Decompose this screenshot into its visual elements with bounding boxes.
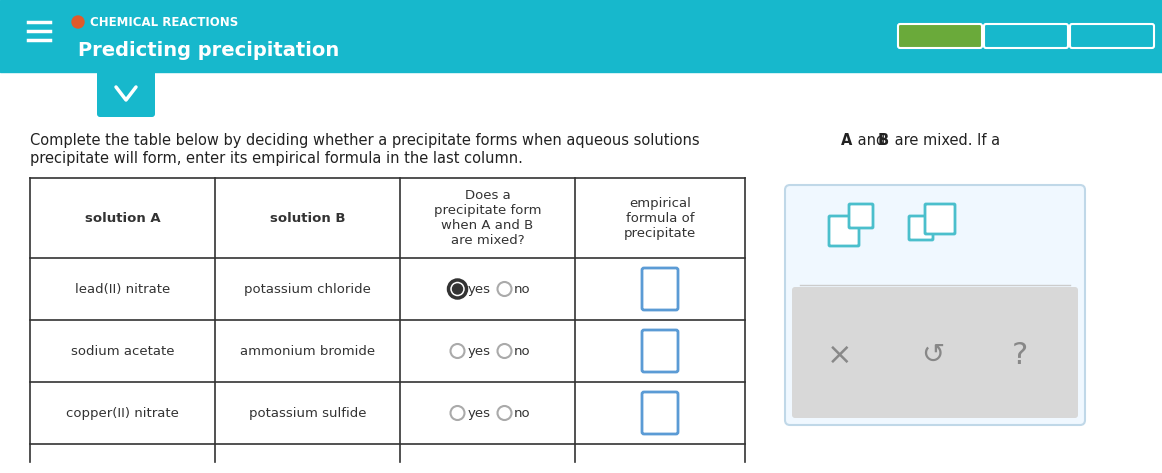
FancyBboxPatch shape [849,204,873,228]
Text: Predicting precipitation: Predicting precipitation [78,41,339,60]
Text: yes: yes [467,406,490,420]
Text: and: and [853,133,890,148]
Text: yes: yes [467,344,490,358]
Text: potassium chloride: potassium chloride [244,282,371,296]
Text: yes: yes [467,282,490,296]
Text: precipitate will form, enter its empirical formula in the last column.: precipitate will form, enter its empiric… [30,151,523,166]
Text: potassium sulfide: potassium sulfide [249,406,366,420]
Text: no: no [514,344,530,358]
FancyBboxPatch shape [96,69,155,117]
Text: no: no [514,282,530,296]
FancyBboxPatch shape [641,392,677,434]
Circle shape [72,16,84,28]
Text: ?: ? [1012,341,1028,369]
FancyBboxPatch shape [925,204,955,234]
Text: Does a
precipitate form
when A and B
are mixed?: Does a precipitate form when A and B are… [433,189,541,247]
FancyBboxPatch shape [641,330,677,372]
Text: A: A [841,133,853,148]
Text: sodium acetate: sodium acetate [71,344,174,358]
Text: empirical
formula of
precipitate: empirical formula of precipitate [624,196,696,239]
FancyBboxPatch shape [786,185,1085,425]
Bar [0,0,1162,72]
Text: B: B [878,133,889,148]
FancyBboxPatch shape [641,268,677,310]
Text: lead(II) nitrate: lead(II) nitrate [74,282,170,296]
Text: ↺: ↺ [921,341,945,369]
Text: ammonium bromide: ammonium bromide [239,344,375,358]
Text: ×: × [827,341,853,369]
Text: copper(II) nitrate: copper(II) nitrate [66,406,179,420]
Circle shape [452,284,462,294]
FancyBboxPatch shape [984,24,1068,48]
FancyBboxPatch shape [792,287,1078,418]
Text: Complete the table below by deciding whether a precipitate forms when aqueous so: Complete the table below by deciding whe… [30,133,704,148]
FancyBboxPatch shape [829,216,859,246]
Text: CHEMICAL REACTIONS: CHEMICAL REACTIONS [89,16,238,28]
Text: are mixed. If a: are mixed. If a [890,133,1000,148]
FancyBboxPatch shape [898,24,982,48]
Text: no: no [514,406,530,420]
Text: solution B: solution B [270,211,345,225]
FancyBboxPatch shape [1070,24,1154,48]
FancyBboxPatch shape [909,216,933,240]
Text: solution A: solution A [85,211,160,225]
